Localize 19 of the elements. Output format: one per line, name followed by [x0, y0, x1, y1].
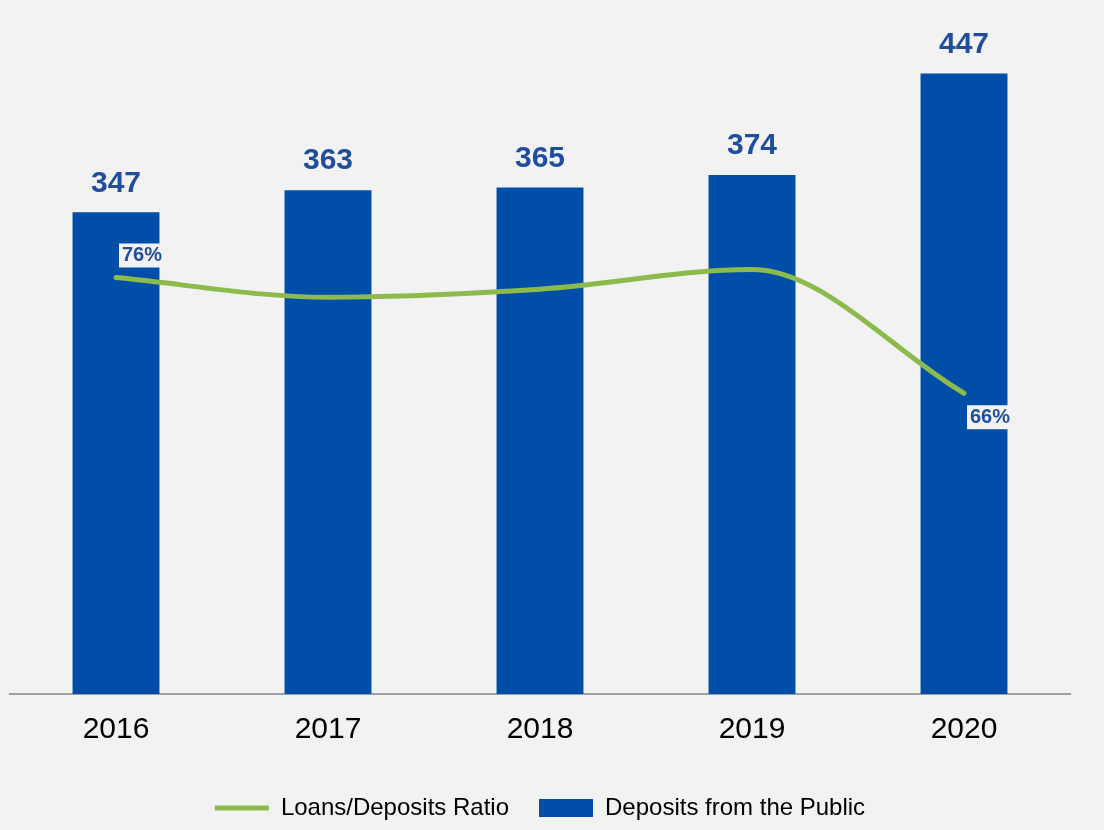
bar — [496, 187, 584, 694]
x-tick-label: 2020 — [930, 711, 998, 745]
legend-label: Deposits from the Public — [605, 792, 866, 820]
x-tick-label: 2016 — [82, 711, 150, 745]
data-label: 374 — [726, 127, 778, 161]
bar — [708, 174, 796, 694]
data-label: 347 — [90, 164, 142, 198]
bar — [284, 190, 372, 694]
data-label: 76% — [122, 243, 163, 266]
data-label: 363 — [302, 142, 354, 176]
data-label: 66% — [970, 404, 1011, 427]
bar — [72, 212, 160, 694]
x-tick-label: 2017 — [294, 711, 362, 745]
bar — [920, 73, 1008, 694]
x-tick-label: 2019 — [718, 711, 786, 745]
data-label: 447 — [938, 25, 990, 59]
data-label: 365 — [514, 139, 566, 173]
legend-label: Loans/Deposits Ratio — [280, 792, 510, 820]
x-tick-label: 2018 — [506, 711, 574, 745]
